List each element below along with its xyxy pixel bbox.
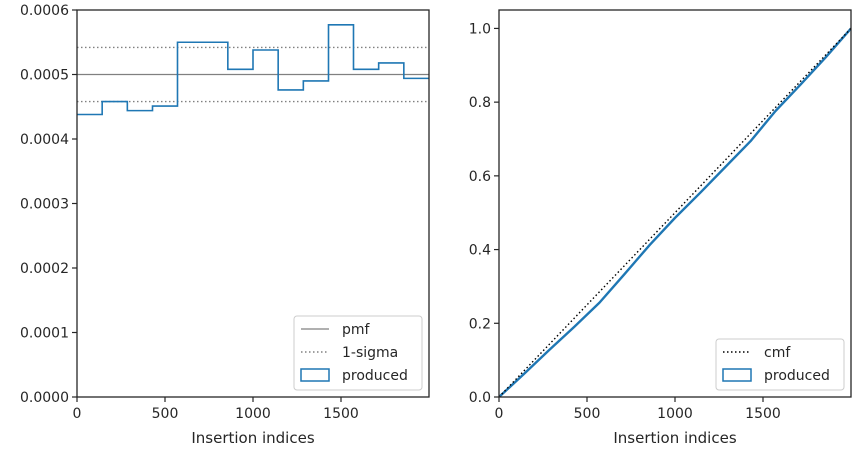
x-axis-label: Insertion indices — [613, 429, 736, 447]
legend: cmf produced — [715, 338, 845, 391]
y-tick-label: 0.0002 — [20, 261, 69, 277]
y-tick-label: 0.0001 — [20, 326, 69, 342]
produced-step-line — [77, 24, 429, 116]
y-tick-label: 0.8 — [469, 95, 491, 111]
y-tick-label: 0.0003 — [20, 197, 69, 213]
legend-produced-label: produced — [764, 368, 830, 384]
y-tick-label: 0.4 — [469, 243, 491, 259]
x-tick-label: 0 — [73, 406, 82, 422]
plot-frame — [498, 9, 852, 398]
x-tick-label: 1000 — [235, 406, 271, 422]
legend-pmf-label: pmf — [342, 322, 371, 338]
x-tick-label: 1000 — [657, 406, 693, 422]
y-tick-label: 0.0 — [469, 390, 491, 406]
y-tick-label: 1.0 — [469, 21, 491, 37]
plot-area — [77, 24, 429, 116]
legend: pmf 1-sigma produced — [293, 315, 423, 391]
y-tick-label: 0.0005 — [20, 68, 69, 84]
legend-cmf-label: cmf — [764, 345, 791, 361]
left-chart-pmf: 0 500 1000 1500 0.0000 0.0001 0.0002 0.0003 0.00… — [20, 3, 430, 447]
x-tick-label: 500 — [152, 406, 179, 422]
y-tick-label: 0.0004 — [20, 132, 69, 148]
y-tick-label: 0.0006 — [20, 3, 69, 19]
x-tick-label: 0 — [495, 406, 504, 422]
legend-produced-swatch — [300, 368, 330, 382]
produced-cmf-line — [499, 27, 851, 397]
x-axis-label: Insertion indices — [191, 429, 314, 447]
legend-produced-swatch — [722, 368, 752, 382]
y-tick-label: 0.0000 — [20, 390, 69, 406]
x-tick-label: 1500 — [323, 406, 359, 422]
x-tick-label: 1500 — [745, 406, 781, 422]
y-tick-label: 0.2 — [469, 316, 491, 332]
y-tick-label: 0.6 — [469, 169, 491, 185]
plot-area — [499, 27, 851, 397]
legend-box — [293, 315, 423, 391]
right-chart-cmf: 0 500 1000 1500 0.0 0.2 0.4 0.6 0.8 1.0 Insertion … — [469, 9, 852, 447]
plot-frame — [76, 9, 430, 398]
legend-produced-label: produced — [342, 368, 408, 384]
legend-sigma-label: 1-sigma — [342, 345, 398, 361]
cmf-line — [499, 27, 851, 397]
x-tick-label: 500 — [574, 406, 601, 422]
